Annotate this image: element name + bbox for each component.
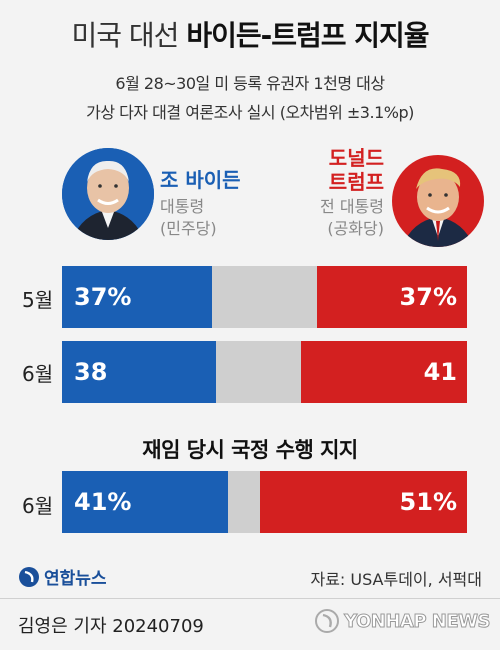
trump-party: (공화당) bbox=[327, 219, 384, 238]
bar-june-trump bbox=[300, 341, 467, 403]
row-label-approval-june: 6월 bbox=[22, 494, 54, 518]
yonhap-logo: 연합뉴스 bbox=[18, 564, 107, 589]
watermark-icon bbox=[315, 609, 340, 633]
label-may-trump: 37% bbox=[399, 283, 457, 311]
yonhap-logo-icon bbox=[19, 566, 39, 587]
chart-title: 미국 대선 바이든-트럼프 지지율 bbox=[0, 14, 500, 54]
title-bold: 바이든-트럼프 지지율 bbox=[186, 19, 429, 52]
logo-text: 연합뉴스 bbox=[44, 569, 107, 589]
bar-may-biden bbox=[62, 266, 212, 328]
subtitle-line-2: 가상 다자 대결 여론조사 실시 (오차범위 ±3.1%p) bbox=[86, 103, 414, 122]
label-june-trump: 41 bbox=[423, 358, 457, 386]
trump-name: 도널드 트럼프 bbox=[318, 146, 384, 194]
watermark-text: YONHAP NEWS bbox=[344, 610, 491, 632]
trump-title: 전 대통령 bbox=[320, 197, 384, 216]
subtitle-line-1: 6월 28~30일 미 등록 유권자 1천명 대상 bbox=[115, 74, 385, 93]
biden-portrait bbox=[62, 148, 154, 240]
section-title: 재임 당시 국정 수행 지지 bbox=[142, 438, 358, 462]
biden-party: (민주당) bbox=[160, 219, 217, 238]
biden-title: 대통령 bbox=[160, 197, 205, 216]
label-approval-trump: 51% bbox=[399, 488, 457, 516]
label-may-biden: 37% bbox=[74, 283, 132, 311]
footer-divider bbox=[0, 598, 500, 599]
biden-name-text: 조 바이든 bbox=[160, 168, 241, 192]
label-june-biden: 38 bbox=[74, 358, 108, 386]
bar-june: 38 41 bbox=[62, 341, 467, 403]
bar-approval: 41% 51% bbox=[62, 471, 467, 533]
bar-june-biden bbox=[62, 341, 216, 403]
title-light: 미국 대선 bbox=[71, 19, 179, 52]
trump-name-line-1: 도널드 bbox=[328, 146, 384, 170]
bar-approval-biden bbox=[62, 471, 229, 533]
label-approval-biden: 41% bbox=[74, 488, 132, 516]
row-label-june: 6월 bbox=[22, 362, 54, 386]
watermark: YONHAP NEWS bbox=[314, 608, 491, 634]
row-label-may: 5월 bbox=[22, 288, 54, 312]
bar-may: 37% 37% bbox=[62, 266, 467, 328]
trump-portrait bbox=[392, 155, 484, 247]
bar-approval-trump bbox=[260, 471, 467, 533]
source-note: 자료: USA투데이, 서퍽대 bbox=[310, 570, 482, 589]
biden-name: 조 바이든 bbox=[160, 168, 241, 192]
trump-name-line-2: 트럼프 bbox=[328, 170, 384, 194]
byline: 김영은 기자 20240709 bbox=[18, 616, 204, 637]
bar-may-trump bbox=[317, 266, 467, 328]
